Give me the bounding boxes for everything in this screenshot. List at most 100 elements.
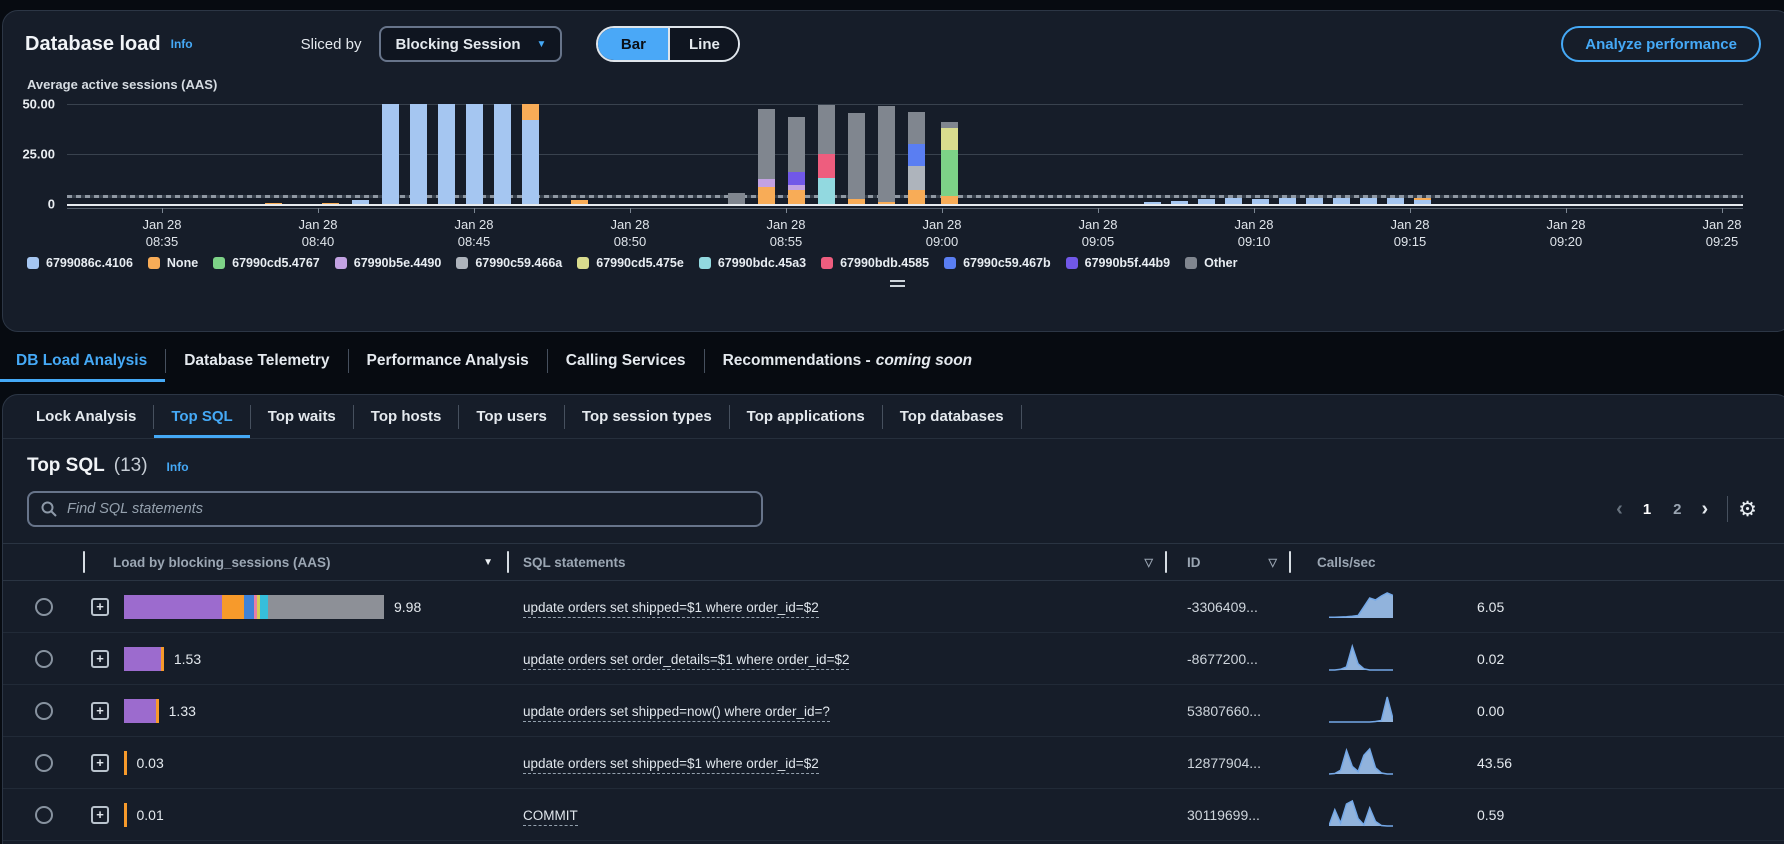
subtab-top-waits[interactable]: Top waits: [267, 408, 336, 425]
row-radio-button[interactable]: [35, 753, 53, 772]
row-radio-button[interactable]: [35, 597, 53, 616]
subtab-top-session-types[interactable]: Top session types: [581, 408, 712, 425]
column-header-load[interactable]: Load by blocking_sessions (AAS) ▼: [85, 544, 507, 580]
expand-row-button[interactable]: +: [91, 805, 109, 824]
sql-cell: update orders set shipped=$1 where order…: [509, 755, 1167, 774]
tab-label: Calling Services: [565, 352, 686, 369]
sql-statement-link[interactable]: update orders set shipped=$1 where order…: [523, 755, 819, 774]
column-header-id[interactable]: ID ▽: [1167, 544, 1289, 580]
legend-item[interactable]: 67990c59.467b: [944, 256, 1051, 270]
x-tick-time: 08:35: [145, 234, 179, 249]
tab-recommendations[interactable]: Recommendations - coming soon: [705, 340, 991, 382]
y-axis-tick-label: 0: [47, 196, 55, 212]
subtab-lock-analysis[interactable]: Lock Analysis: [36, 408, 137, 425]
legend-label: Other: [1204, 256, 1238, 270]
row-radio-button[interactable]: [35, 701, 53, 720]
row-radio-button[interactable]: [35, 805, 53, 824]
x-tick-date: Jan 28: [298, 217, 338, 232]
sort-icon[interactable]: ▽: [1144, 556, 1153, 569]
page-1-button[interactable]: 1: [1642, 500, 1652, 518]
tab-divider: [347, 349, 349, 373]
x-tick-mark: [474, 208, 475, 213]
legend-label: 6799086c.4106: [46, 256, 133, 270]
legend-item[interactable]: 67990bdb.4585: [821, 256, 929, 270]
row-radio-button[interactable]: [35, 649, 53, 668]
calls-sparkline: [1329, 642, 1393, 675]
resize-handle-icon[interactable]: [889, 280, 905, 287]
table-row: +1.53 update orders set order_details=$1 …: [3, 633, 1784, 685]
expand-row-button[interactable]: +: [91, 649, 109, 668]
column-header-select: [3, 544, 83, 580]
legend-item[interactable]: 6799086c.4106: [27, 256, 133, 270]
column-header-calls[interactable]: Calls/sec: [1291, 544, 1784, 580]
row-select-cell: [3, 597, 85, 616]
search-input[interactable]: [67, 501, 749, 517]
subtab-top-hosts[interactable]: Top hosts: [370, 408, 442, 425]
expand-row-button[interactable]: +: [91, 597, 109, 616]
column-divider[interactable]: [1289, 551, 1291, 573]
calls-cell: 0.59: [1291, 798, 1784, 831]
tab-db-load-analysis[interactable]: DB Load Analysis: [0, 340, 166, 382]
legend-item[interactable]: 67990cd5.4767: [213, 256, 320, 270]
bar-segment: [352, 200, 369, 204]
sql-statement-link[interactable]: update orders set shipped=now() where or…: [523, 703, 830, 722]
next-page-button[interactable]: ›: [1701, 497, 1709, 520]
sort-icon[interactable]: ▽: [1268, 556, 1277, 569]
calls-cell: 6.05: [1291, 590, 1784, 623]
expand-row-button[interactable]: +: [91, 701, 109, 720]
tab-divider: [546, 349, 548, 373]
sql-statement-link[interactable]: update orders set order_details=$1 where…: [523, 651, 850, 670]
bar-segment: [522, 104, 539, 120]
previous-page-button[interactable]: ‹: [1616, 497, 1623, 520]
x-tick-time: 08:45: [457, 234, 491, 249]
top-sql-info-link[interactable]: Info: [166, 460, 189, 474]
load-bar-segment: [260, 594, 269, 619]
db-load-chart: 50.00 25.00 0 Jan 28 08:35 Jan 28 08:40 Jan 28 0…: [22, 97, 1743, 249]
sort-desc-icon[interactable]: ▼: [483, 556, 493, 568]
column-header-sql[interactable]: SQL statements ▽: [509, 544, 1165, 580]
legend-swatch: [577, 257, 590, 269]
tab-calling-services[interactable]: Calling Services: [548, 340, 704, 382]
column-divider[interactable]: [507, 551, 509, 573]
chart-type-line-option[interactable]: Line: [668, 28, 739, 60]
legend-item[interactable]: 67990cd5.475e: [577, 256, 684, 270]
legend-label: 67990b5e.4490: [353, 256, 442, 270]
subtab-top-sql[interactable]: Top SQL: [154, 395, 251, 438]
sql-statement-link[interactable]: update orders set shipped=$1 where order…: [523, 599, 819, 618]
subtab-top-applications[interactable]: Top applications: [746, 408, 865, 425]
legend-item[interactable]: 67990bdc.45a3: [698, 256, 806, 270]
tab-performance-analysis[interactable]: Performance Analysis: [349, 340, 547, 382]
legend-item[interactable]: 67990b5f.44b9: [1065, 256, 1170, 270]
subtab-top-users[interactable]: Top users: [476, 408, 547, 425]
legend-swatch: [944, 257, 957, 269]
database-load-info-link[interactable]: Info: [170, 37, 193, 51]
bar-segment: [728, 193, 745, 204]
legend-item[interactable]: Other: [1185, 256, 1237, 270]
load-bar: [124, 594, 384, 619]
analyze-performance-button[interactable]: Analyze performance: [1561, 26, 1761, 62]
gear-icon[interactable]: ⚙: [1738, 497, 1757, 521]
load-value: 1.33: [168, 702, 196, 719]
gridline: [67, 154, 1743, 155]
tab-database-telemetry[interactable]: Database Telemetry: [166, 340, 347, 382]
column-divider[interactable]: [83, 551, 85, 573]
tab-divider: [352, 404, 354, 429]
x-tick-mark: [162, 208, 163, 213]
legend-item[interactable]: 67990c59.466a: [456, 256, 562, 270]
table-row: +0.01 COMMIT 30119699... 0.59: [3, 789, 1784, 841]
subtab-top-databases[interactable]: Top databases: [899, 408, 1004, 425]
page-2-button[interactable]: 2: [1673, 500, 1682, 518]
x-tick-label: Jan 28 09:00: [922, 216, 961, 250]
expand-row-button[interactable]: +: [91, 753, 109, 772]
column-divider[interactable]: [1165, 551, 1167, 573]
calls-value: 0.02: [1477, 650, 1505, 667]
top-sql-title: Top SQL: [27, 455, 105, 476]
slice-by-dropdown[interactable]: Blocking Session ▼: [379, 26, 563, 62]
bar-segment: [322, 202, 339, 204]
sql-statement-link[interactable]: COMMIT: [523, 807, 578, 826]
legend-item[interactable]: None: [147, 256, 198, 270]
legend-item[interactable]: 67990b5e.4490: [334, 256, 442, 270]
legend-swatch: [698, 257, 711, 269]
sql-cell: update orders set shipped=$1 where order…: [509, 599, 1167, 618]
chart-type-bar-option[interactable]: Bar: [598, 28, 669, 60]
